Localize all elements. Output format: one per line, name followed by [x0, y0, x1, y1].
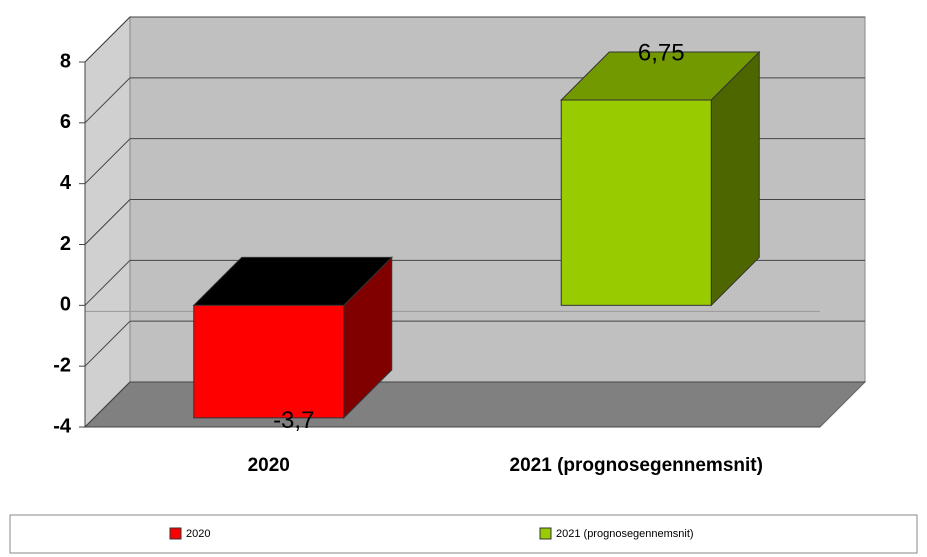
- y-tick-label: 4: [60, 172, 72, 194]
- grid-line: [84, 381, 131, 428]
- legend-swatch: [169, 527, 182, 540]
- y-tick-label: 6: [60, 111, 71, 133]
- legend-box: [9, 514, 918, 554]
- value-label: -3,7: [273, 407, 314, 434]
- grid-line: [84, 16, 131, 63]
- x-tick-label: 2020: [248, 455, 290, 476]
- value-label: 6,75: [638, 39, 685, 66]
- y-tick-label: 2: [60, 233, 71, 255]
- legend-label: 2020: [186, 528, 210, 540]
- legend-swatch: [539, 527, 552, 540]
- y-tick-label: 8: [60, 50, 71, 72]
- y-tick-label: 0: [60, 294, 71, 316]
- grid-line: [84, 199, 131, 245]
- legend-label: 2021 (prognosegennemsnit): [556, 528, 694, 540]
- bar: [560, 99, 712, 306]
- grid-line: [84, 320, 131, 367]
- y-tick-label: -4: [53, 415, 72, 437]
- bar: [193, 304, 345, 419]
- y-tick-label: -2: [53, 354, 71, 376]
- grid-line: [84, 138, 131, 185]
- grid-line: [84, 259, 131, 306]
- grid-line: [84, 77, 131, 124]
- x-tick-label: 2021 (prognosegennemsnit): [510, 455, 763, 476]
